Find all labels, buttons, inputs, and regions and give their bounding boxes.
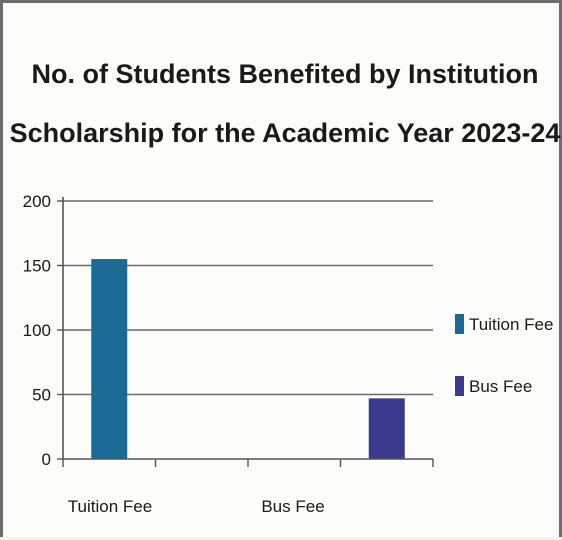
y-tick-label: 150: [23, 257, 51, 276]
y-axis-ticks: 0 50 100 150 200: [23, 192, 63, 469]
chart-title-line-1: No. of Students Benefited by Institution: [32, 59, 539, 89]
chart-title-line-2: Scholarship for the Academic Year 2023-2…: [10, 118, 561, 148]
legend-swatch: [455, 314, 464, 334]
legend-label: Bus Fee: [469, 377, 532, 396]
y-tick-label: 0: [42, 450, 51, 469]
axes: [62, 197, 434, 467]
x-axis-labels: Tuition Fee Bus Fee: [68, 497, 325, 516]
bar-bus-fee: [368, 398, 405, 459]
legend-swatch: [455, 376, 464, 396]
x-category-label: Bus Fee: [261, 497, 324, 516]
y-tick-label: 50: [32, 386, 51, 405]
y-tick-label: 100: [23, 321, 51, 340]
chart: No. of Students Benefited by Institution…: [10, 59, 561, 516]
bar-tuition-fee: [91, 259, 128, 459]
legend: Tuition Fee Bus Fee: [455, 314, 553, 396]
y-tick-label: 200: [23, 192, 51, 211]
bars: [91, 259, 405, 459]
legend-label: Tuition Fee: [469, 315, 553, 334]
x-category-label: Tuition Fee: [68, 497, 152, 516]
